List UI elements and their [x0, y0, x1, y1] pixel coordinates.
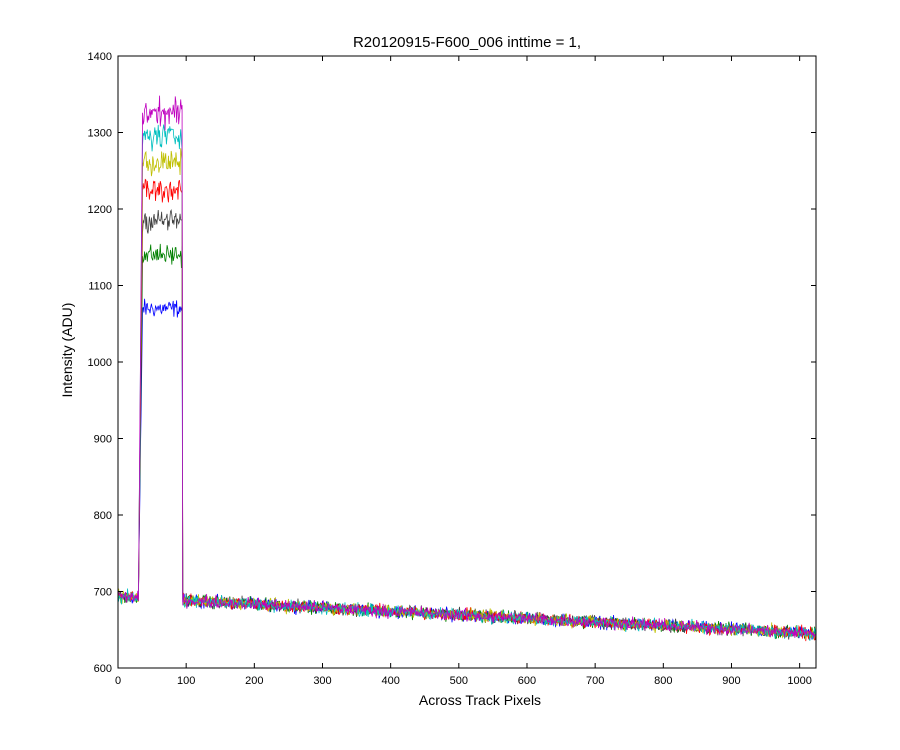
y-tick-label: 1300: [88, 128, 112, 140]
x-tick-label: 100: [177, 675, 195, 687]
x-tick-label: 600: [518, 675, 536, 687]
x-tick-label: 1000: [787, 675, 811, 687]
series-line-7: [118, 95, 816, 639]
x-tick-label: 500: [450, 675, 468, 687]
y-tick-label: 900: [94, 434, 112, 446]
series-layer: [118, 95, 816, 642]
series-line-4: [118, 178, 816, 642]
y-tick-label: 1100: [88, 281, 112, 293]
y-axis-label: Intensity (ADU): [59, 303, 75, 398]
y-tick-label: 1200: [88, 204, 112, 216]
ticks-layer: 0 100 200 300 400 500 600 700 800 900 1000 600 700 80…: [88, 51, 816, 687]
x-tick-label: 400: [381, 675, 399, 687]
x-tick-label: 900: [722, 675, 740, 687]
x-tick-label: 0: [115, 675, 121, 687]
x-tick-label: 200: [245, 675, 263, 687]
x-tick-label: 800: [654, 675, 672, 687]
y-tick-label: 700: [94, 587, 112, 599]
x-axis-label: Across Track Pixels: [419, 692, 541, 708]
y-tick-label: 1400: [88, 51, 112, 63]
plot-area: [118, 56, 816, 668]
chart-title: R20120915-F600_006 inttime = 1,: [353, 34, 581, 51]
y-tick-label: 600: [94, 663, 112, 675]
y-tick-label: 800: [94, 510, 112, 522]
x-tick-label: 300: [313, 675, 331, 687]
y-tick-label: 1000: [88, 357, 112, 369]
x-tick-label: 700: [586, 675, 604, 687]
